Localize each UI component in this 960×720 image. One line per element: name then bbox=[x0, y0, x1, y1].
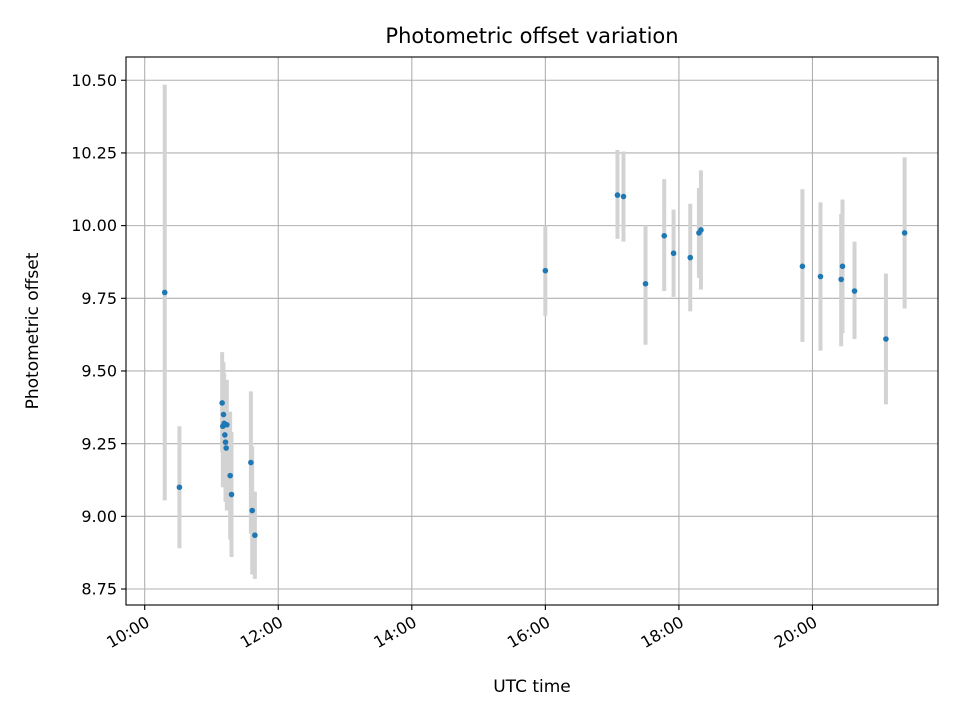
data-point bbox=[222, 432, 228, 438]
y-tick-label: 9.25 bbox=[81, 434, 117, 453]
data-point bbox=[249, 507, 256, 514]
data-point bbox=[670, 250, 677, 257]
data-point bbox=[661, 232, 668, 239]
data-point bbox=[252, 532, 258, 539]
data-point bbox=[620, 193, 627, 200]
y-tick-label: 9.00 bbox=[81, 507, 117, 526]
y-axis-label: Photometric offset bbox=[23, 252, 43, 409]
data-point bbox=[542, 267, 549, 274]
plot-frame bbox=[125, 56, 939, 606]
y-tick-label: 9.50 bbox=[81, 362, 117, 381]
data-point bbox=[817, 273, 824, 280]
data-point bbox=[687, 254, 694, 261]
y-axis-ticks: 8.75 9.00 9.25 9.50 9.75 10.00 10.25 10.50 bbox=[71, 71, 126, 599]
data-point bbox=[248, 459, 254, 466]
data-point bbox=[883, 336, 889, 342]
data-point bbox=[223, 445, 229, 451]
chart-title: Photometric offset variation bbox=[385, 24, 678, 48]
y-tick-label: 10.50 bbox=[71, 71, 117, 90]
data-point bbox=[228, 491, 235, 498]
data-point bbox=[799, 263, 806, 270]
data-point bbox=[838, 276, 844, 283]
data-point bbox=[222, 439, 229, 445]
data-point bbox=[614, 192, 621, 198]
data-point bbox=[851, 288, 858, 294]
data-point bbox=[176, 484, 183, 491]
data-point bbox=[161, 289, 168, 296]
data-point bbox=[698, 227, 704, 233]
y-tick-label: 8.75 bbox=[81, 580, 117, 599]
y-tick-label: 10.25 bbox=[71, 144, 117, 163]
x-axis-label: UTC time bbox=[493, 677, 571, 697]
data-point bbox=[224, 421, 230, 428]
grid bbox=[126, 57, 938, 605]
data-point bbox=[227, 472, 233, 479]
data-point bbox=[839, 263, 846, 270]
y-tick-label: 10.00 bbox=[71, 216, 117, 235]
data-point bbox=[901, 230, 908, 236]
data-point bbox=[220, 411, 227, 418]
data-point bbox=[219, 400, 225, 406]
y-tick-label: 9.75 bbox=[81, 289, 117, 308]
data-point bbox=[642, 280, 649, 287]
data-points bbox=[161, 192, 908, 539]
